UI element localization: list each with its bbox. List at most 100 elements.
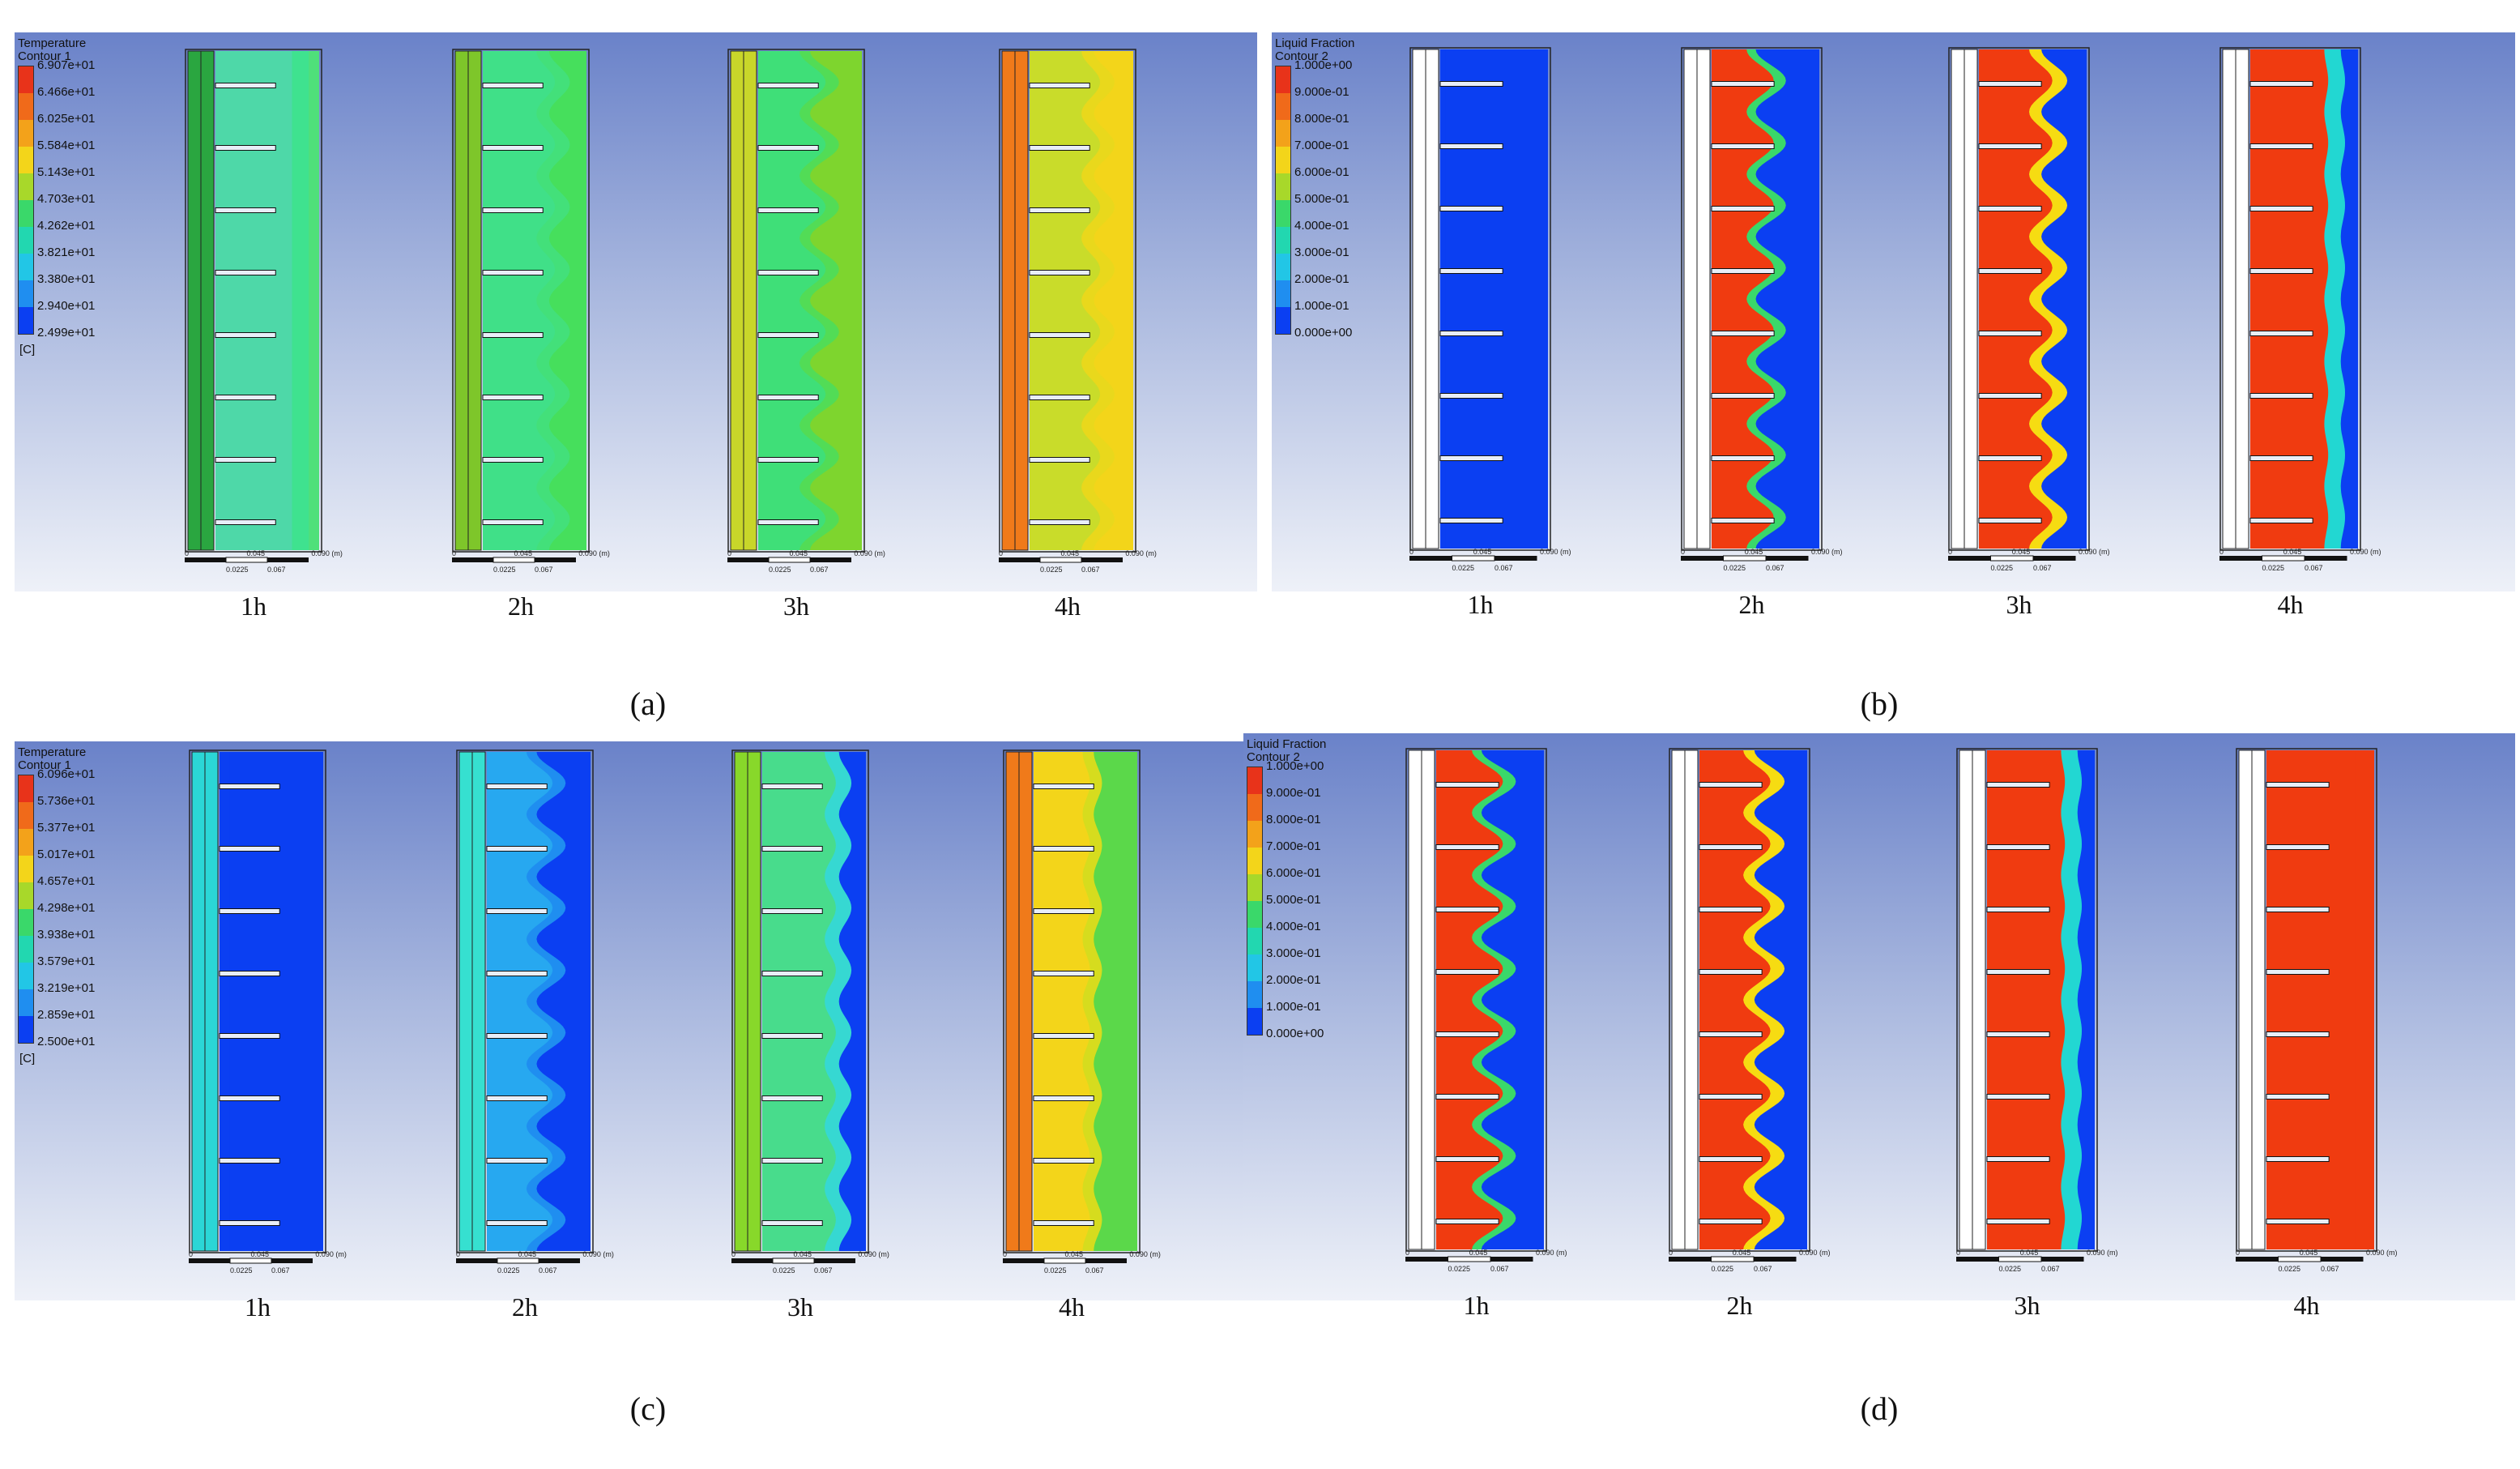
- scale-tick-label: 0: [1956, 1249, 1961, 1257]
- legend-value: 5.000e-01: [1294, 192, 1350, 206]
- scale-tick-label: 0: [185, 549, 190, 557]
- scale-tick-label: 0.067: [2305, 564, 2323, 572]
- legend-title: Temperature Contour 1: [18, 36, 87, 63]
- fin: [486, 1220, 548, 1226]
- melted-region: [483, 51, 556, 550]
- scale-tick-label: 0: [1405, 1249, 1410, 1257]
- fin: [215, 207, 276, 213]
- scale-bar-segment: [1081, 557, 1123, 562]
- legend-value: 7.000e-01: [1294, 139, 1350, 152]
- legend-value: 5.736e+01: [37, 794, 96, 808]
- legend-value: 1.000e-01: [1266, 1000, 1321, 1014]
- legend-value: 3.821e+01: [37, 246, 96, 259]
- fin: [1711, 393, 1775, 399]
- scale-bar-segment: [225, 557, 268, 563]
- colorbar-swatch: [19, 120, 33, 147]
- scale-tick-label: 0.090 (m): [2366, 1249, 2398, 1257]
- colorbar-swatch: [19, 307, 33, 334]
- contour-panel-4h: 0 0.0225 0.045 0.067 0.090 (m): [2236, 748, 2398, 1283]
- scale-bar-segment: [1956, 1257, 1999, 1262]
- fin: [2266, 1031, 2330, 1037]
- melted-region: [758, 51, 826, 550]
- scale-tick-label: 0.090 (m): [1536, 1249, 1567, 1257]
- fin: [1435, 844, 1499, 850]
- scale-tick-label: 0.045: [2283, 548, 2302, 556]
- fin: [1978, 268, 2042, 274]
- fin: [1986, 844, 2050, 850]
- scale-tick-label: 0.090 (m): [1125, 549, 1157, 557]
- fin: [1439, 455, 1503, 461]
- legend-value: 9.000e-01: [1294, 85, 1350, 99]
- legend-title: Liquid Fraction Contour 2: [1247, 737, 1327, 764]
- fin: [1439, 143, 1503, 149]
- contour-plot: [189, 749, 326, 1264]
- contour-plot: [731, 749, 869, 1264]
- fin: [219, 1095, 280, 1101]
- colorbar-swatch: [1276, 200, 1290, 227]
- scale-tick-label: 0.067: [271, 1266, 290, 1275]
- fin: [757, 207, 819, 213]
- colorbar: [18, 775, 34, 1044]
- fin: [1033, 1033, 1094, 1039]
- fin: [1439, 81, 1503, 87]
- fin: [486, 1158, 548, 1164]
- colorbar-swatch: [1247, 874, 1262, 901]
- legend-value: 3.219e+01: [37, 981, 96, 995]
- fin: [486, 971, 548, 976]
- colorbar-swatch: [19, 200, 33, 227]
- melted-region: [487, 752, 553, 1251]
- fin: [1699, 1156, 1763, 1162]
- scale-bar-segment: [452, 557, 493, 562]
- scale-tick-label: 0.067: [1490, 1265, 1509, 1273]
- colorbar-swatch: [19, 963, 33, 989]
- fin: [215, 270, 276, 275]
- legend-value: 0.000e+00: [1266, 1027, 1324, 1040]
- scale-tick-label: 0.067: [1754, 1265, 1772, 1273]
- time-label: 2h: [1726, 1291, 1753, 1320]
- scale-bar-segment: [1452, 555, 1495, 562]
- figure-b: Liquid Fraction Contour 2 1.000e+00 9.000e…: [1272, 32, 2515, 619]
- legend-value: 2.000e-01: [1266, 973, 1321, 987]
- scale-bar-segment: [2236, 1257, 2279, 1262]
- legend-unit: [C]: [19, 1052, 36, 1065]
- colorbar-swatch: [19, 1016, 33, 1043]
- fin: [1986, 907, 2050, 912]
- fin: [482, 270, 544, 275]
- legend-value: 8.000e-01: [1266, 813, 1321, 826]
- fin: [2266, 1094, 2330, 1100]
- enclosure-outline: [2219, 47, 2361, 551]
- time-label: 4h: [1055, 591, 1081, 621]
- scale-bar-segment: [1998, 1256, 2042, 1262]
- fin: [1978, 143, 2042, 149]
- colorbar-swatch: [1247, 981, 1262, 1008]
- fin: [1033, 1220, 1094, 1226]
- melted-region: [1440, 49, 1445, 549]
- colorbar-legend: Temperature Contour 1 6.096e+01 5.736e+01 5…: [18, 746, 95, 1065]
- contour-panel-4h: 0 0.0225 0.045 0.067 0.090 (m): [1003, 749, 1161, 1284]
- legend-value: 5.000e-01: [1266, 893, 1321, 907]
- contour-plot: [452, 49, 590, 563]
- scale-bar-segment: [1669, 1257, 1712, 1262]
- figure-a: Temperature Contour 1 6.907e+01 6.466e+01 6…: [15, 32, 1257, 621]
- fin: [757, 83, 819, 88]
- scale-tick-label: 0.090 (m): [1129, 1250, 1161, 1258]
- fin: [1033, 971, 1094, 976]
- scale-tick-label: 0.067: [1766, 564, 1784, 572]
- fin: [1978, 455, 2042, 461]
- time-label: 2h: [508, 591, 534, 621]
- contour-panel-1h: 0 0.0225 0.045 0.067 0.090 (m): [185, 49, 343, 583]
- scale-bar-segment: [731, 1258, 773, 1263]
- legend-value: 8.000e-01: [1294, 112, 1350, 126]
- scale-tick-label: 0: [2219, 548, 2224, 556]
- scale-tick-label: 0.0225: [226, 566, 249, 574]
- scale-bar-segment: [1405, 1257, 1448, 1262]
- fin: [1986, 782, 2050, 788]
- fin: [1439, 206, 1503, 211]
- fin: [1699, 1031, 1763, 1037]
- scale-tick-label: 0.090 (m): [2350, 548, 2381, 556]
- fin: [757, 519, 819, 525]
- scale-tick-label: 0.045: [1469, 1249, 1488, 1257]
- contour-plot: [2219, 47, 2361, 562]
- fin: [482, 83, 544, 88]
- fin: [761, 1220, 823, 1226]
